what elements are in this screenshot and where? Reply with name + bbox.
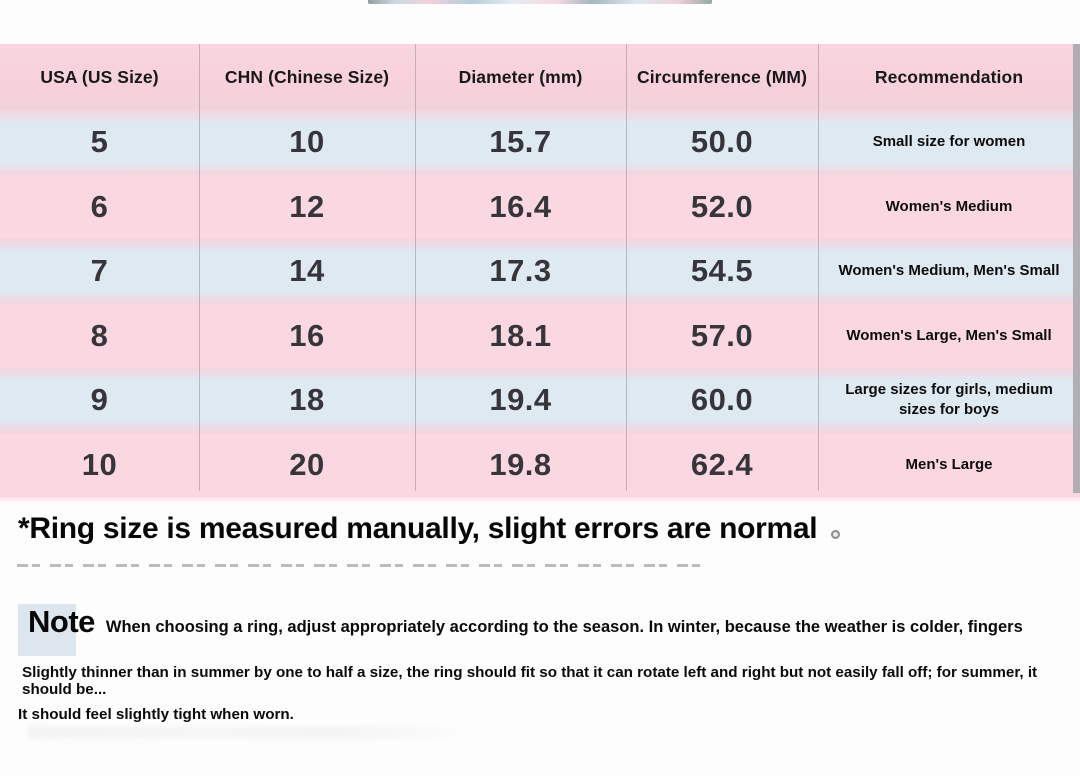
cell-chn: 12	[289, 188, 325, 224]
note-text-line1: When choosing a ring, adjust appropriate…	[105, 618, 1023, 636]
table-row: 7 14 17.3 54.5 Women's Medium, Men's Sma…	[0, 239, 1080, 304]
header-usa-size: USA (US Size)	[40, 66, 159, 87]
cell-circumference: 50.0	[690, 124, 754, 160]
table-row: 8 16 18.1 57.0 Women's Large, Men's Smal…	[0, 303, 1080, 368]
header-diameter: Diameter (mm)	[458, 66, 583, 87]
footnote-text: *Ring size is measured manually, slight …	[18, 512, 818, 545]
cell-diameter: 19.4	[489, 382, 552, 418]
cell-chn: 10	[289, 124, 325, 160]
cell-circumference: 54.5	[690, 253, 754, 289]
cell-diameter: 15.7	[489, 124, 552, 160]
note-highlight	[18, 604, 76, 656]
note-block: Note When choosing a ring, adjust approp…	[18, 604, 1023, 656]
cell-recommendation: Women's Medium	[885, 197, 1013, 215]
table-row: 5 10 15.7 50.0 Small size for women	[0, 110, 1080, 175]
cell-recommendation: Women's Medium, Men's Small	[838, 262, 1060, 280]
cell-circumference: 62.4	[690, 446, 754, 482]
cell-chn: 16	[289, 317, 325, 353]
cell-usa: 6	[90, 188, 109, 224]
cell-recommendation: Women's Large, Men's Small	[846, 326, 1052, 344]
cell-circumference: 57.0	[690, 317, 754, 353]
cell-recommendation: Small size for women	[872, 133, 1026, 151]
cell-diameter: 18.1	[489, 317, 552, 353]
dashed-divider	[17, 564, 701, 567]
cropped-image-edge	[368, 0, 712, 4]
table-header-row: USA (US Size) CHN (Chinese Size) Diamete…	[0, 44, 1080, 110]
table-bottom-fade	[0, 495, 1080, 503]
note-text-line2: Slightly thinner than in summer by one t…	[22, 664, 1038, 698]
cell-circumference: 52.0	[690, 188, 754, 224]
table-row: 6 12 16.4 52.0 Women's Medium	[0, 174, 1080, 239]
column-divider	[818, 44, 819, 491]
header-chn-size: CHN (Chinese Size)	[224, 66, 390, 87]
cell-usa: 7	[90, 253, 109, 289]
cell-diameter: 19.8	[489, 446, 552, 482]
cell-usa: 5	[90, 124, 109, 160]
table-row: 10 20 19.8 62.4 Men's Large	[0, 432, 1080, 497]
cell-chn: 18	[289, 382, 325, 418]
column-divider	[626, 44, 627, 491]
cell-recommendation: Men's Large	[905, 455, 993, 473]
ring-size-table: USA (US Size) CHN (Chinese Size) Diamete…	[0, 44, 1080, 503]
cell-recommendation: Large sizes for girls, medium sizes for …	[845, 381, 1053, 419]
cell-usa: 8	[90, 317, 109, 353]
vertical-scrollbar[interactable]	[1073, 44, 1080, 493]
cell-usa: 9	[90, 382, 109, 418]
cell-chn: 14	[289, 253, 325, 289]
artifact-smudge	[28, 726, 473, 739]
header-recommendation: Recommendation	[874, 66, 1024, 87]
column-divider	[415, 44, 416, 491]
cell-diameter: 17.3	[489, 253, 552, 289]
note-label: Note	[28, 604, 95, 639]
ring-icon	[831, 530, 841, 539]
cell-diameter: 16.4	[489, 188, 552, 224]
cell-circumference: 60.0	[690, 382, 754, 418]
footnote-line: *Ring size is measured manually, slight …	[18, 512, 841, 546]
table-row: 9 18 19.4 60.0 Large sizes for girls, me…	[0, 368, 1080, 433]
note-text-line3: It should feel slightly tight when worn.	[18, 706, 294, 723]
cell-usa: 10	[81, 446, 118, 482]
column-divider	[199, 44, 200, 491]
header-circumference: Circumference (MM)	[636, 66, 808, 87]
cell-chn: 20	[289, 446, 325, 482]
